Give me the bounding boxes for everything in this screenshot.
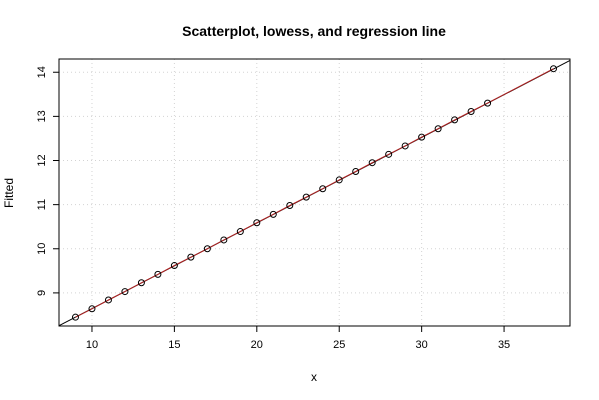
- plot-frame: [58, 58, 571, 327]
- data-point: [335, 176, 343, 184]
- y-tick-label: 12: [36, 154, 48, 166]
- y-tick-label: 10: [36, 243, 48, 255]
- chart-title: Scatterplot, lowess, and regression line: [182, 23, 446, 39]
- grid: [59, 59, 570, 326]
- data-point: [187, 253, 195, 261]
- data-point: [236, 228, 244, 236]
- data-point: [104, 296, 112, 304]
- y-tick-label: 13: [36, 110, 48, 122]
- data-point: [451, 116, 459, 124]
- y-tick-label: 11: [36, 199, 48, 210]
- data-point: [401, 142, 409, 150]
- data-point: [88, 305, 96, 313]
- x-tick-label: 15: [168, 339, 180, 351]
- data-point: [550, 65, 558, 73]
- data-point: [368, 159, 376, 167]
- x-tick-label: 10: [86, 339, 98, 351]
- data-point: [220, 236, 228, 244]
- data-point: [434, 125, 442, 133]
- x-tick-label: 20: [251, 339, 263, 351]
- data-point: [269, 210, 277, 218]
- data-point: [319, 185, 327, 193]
- x-tick-label: 25: [333, 339, 345, 351]
- data-point: [154, 270, 162, 278]
- data-points: [71, 65, 558, 321]
- x-axis: 10 15 20 25 30 35: [86, 325, 510, 351]
- data-point: [352, 168, 360, 176]
- data-point: [253, 219, 261, 227]
- x-tick-label: 35: [498, 339, 510, 351]
- data-point: [286, 202, 294, 210]
- data-point: [137, 279, 145, 287]
- data-point: [385, 150, 393, 158]
- x-axis-label: x: [311, 370, 317, 384]
- x-tick-label: 30: [416, 339, 428, 351]
- data-point: [203, 245, 211, 253]
- data-point: [302, 193, 310, 201]
- y-axis: 9 10 11 12 13 14: [36, 66, 60, 296]
- data-point: [467, 108, 475, 116]
- data-point: [484, 99, 492, 107]
- data-point: [418, 133, 426, 141]
- data-point: [121, 288, 129, 296]
- data-point: [71, 313, 79, 321]
- y-tick-label: 9: [36, 290, 48, 296]
- data-point: [170, 262, 178, 270]
- lowess-line: [75, 68, 554, 318]
- fit-lines: [58, 60, 571, 327]
- y-tick-label: 14: [36, 66, 48, 78]
- y-axis-label: Fitted: [2, 178, 16, 208]
